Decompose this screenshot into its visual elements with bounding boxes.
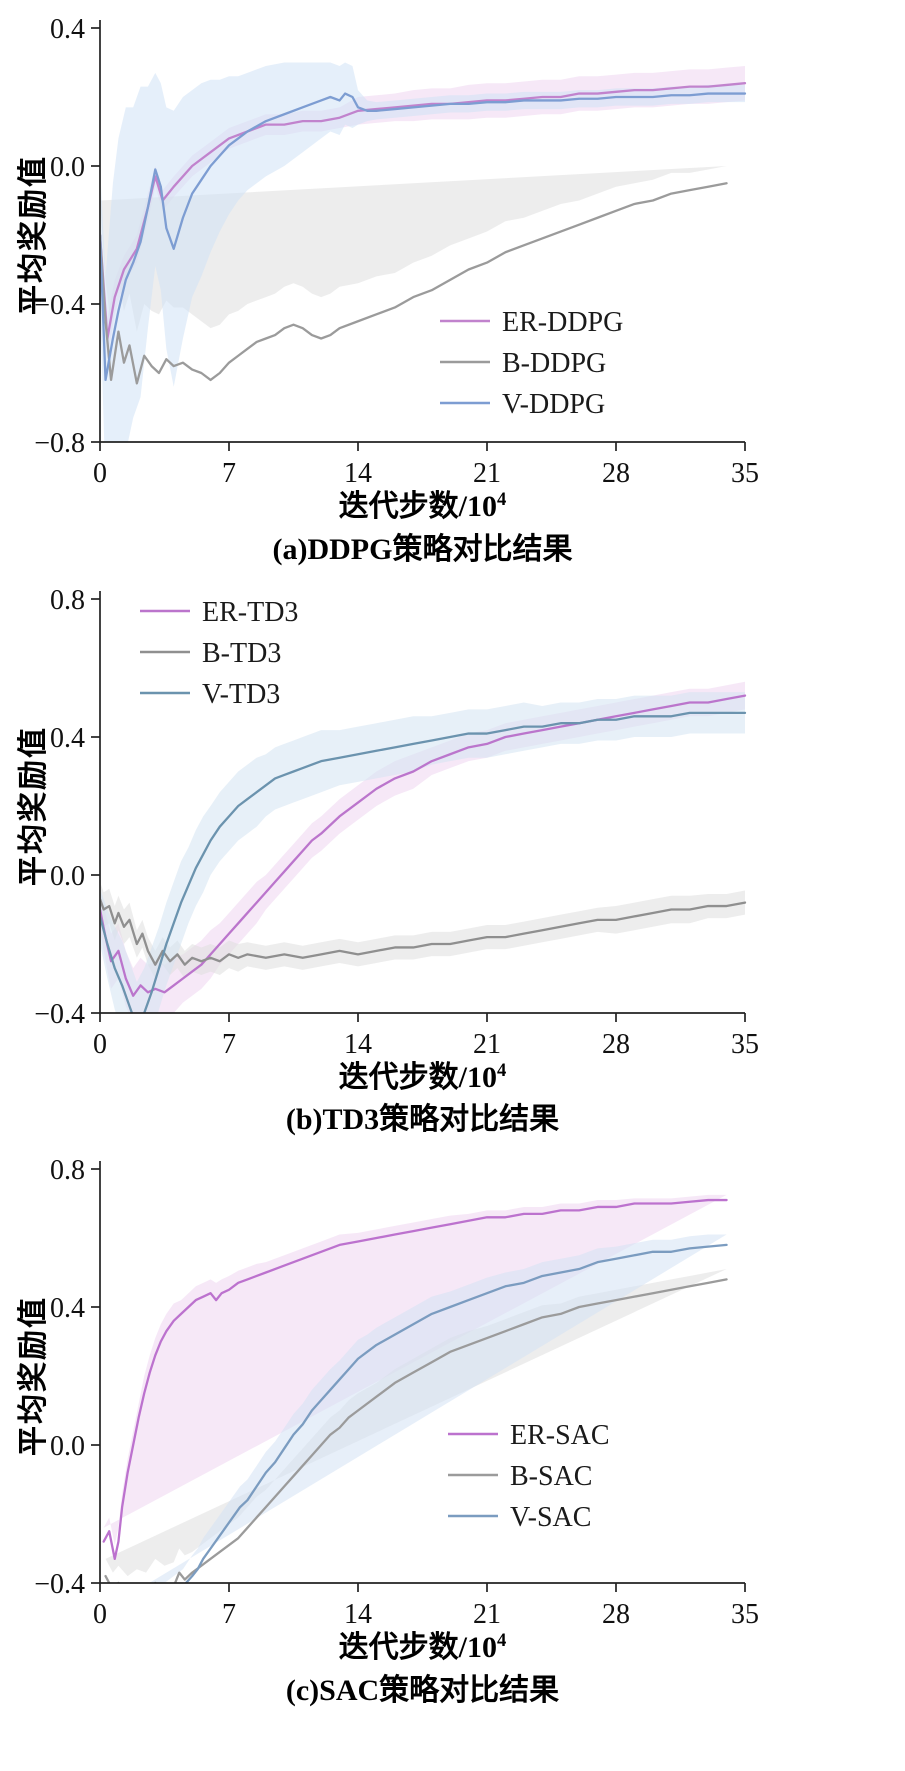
y-tick-label: 0.0 xyxy=(50,1431,85,1462)
axes xyxy=(91,1161,746,1592)
figure-td3: 0.8 0.4 0.0 −0.4 0 7 14 21 28 35 ER-TD3 B-TD3 V-TD3 … xyxy=(0,581,905,1140)
b-sac-band xyxy=(105,1269,727,1577)
x-tick-label: 0 xyxy=(93,1029,107,1059)
plot-area xyxy=(101,681,747,1013)
y-axis-label: 平均奖励值 xyxy=(17,155,50,315)
legend: ER-SAC B-SAC V-SAC xyxy=(448,1420,610,1533)
v-ddpg-band xyxy=(101,62,745,442)
x-tick-label: 7 xyxy=(222,1029,236,1059)
x-tick-label: 0 xyxy=(93,1599,107,1629)
v-td3-line xyxy=(101,711,747,1013)
er-sac-line xyxy=(102,1198,728,1561)
b-ddpg-band xyxy=(101,166,727,332)
y-tick-label: −0.4 xyxy=(34,999,85,1030)
x-tick-label: 21 xyxy=(473,458,501,488)
x-axis-label: 迭代步数/104 xyxy=(0,1629,845,1667)
x-axis-label-exponent: 4 xyxy=(497,1630,507,1651)
y-tick-label: 0.4 xyxy=(50,14,85,45)
x-axis-label-text: 迭代步数/10 xyxy=(338,490,498,523)
x-tick-label: 28 xyxy=(602,1599,630,1629)
x-tick-label: 35 xyxy=(731,1029,759,1059)
x-tick-label: 21 xyxy=(473,1029,501,1059)
v-ddpg-line xyxy=(101,92,747,382)
b-sac-line xyxy=(104,1278,728,1583)
sac-chart-canvas: 0.8 0.4 0.0 −0.4 0 7 14 21 28 35 ER-SAC B-SAC V-SAC xyxy=(34,1155,759,1629)
chart-area-sac: 0.8 0.4 0.0 −0.4 0 7 14 21 28 35 ER-SAC B-SAC V-SAC … xyxy=(0,1151,905,1629)
legend: ER-TD3 B-TD3 V-TD3 xyxy=(140,597,298,710)
legend-label-b-ddpg: B-DDPG xyxy=(502,348,606,379)
x-axis-label-exponent: 4 xyxy=(497,1059,507,1081)
legend-label-v-td3: V-TD3 xyxy=(202,679,280,710)
legend-label-b-td3: B-TD3 xyxy=(202,638,281,669)
y-tick-label: −0.4 xyxy=(34,290,85,321)
axes xyxy=(91,20,746,451)
legend-label-er-sac: ER-SAC xyxy=(510,1420,610,1451)
x-tick-label: 14 xyxy=(344,1029,372,1059)
ddpg-chart-canvas: 0.4 0.0 −0.4 −0.8 0 7 14 21 28 35 ER-DDPG B-DDPG V-D… xyxy=(34,14,759,488)
x-tick-label: 7 xyxy=(222,458,236,488)
y-tick-label: −0.8 xyxy=(34,428,85,459)
x-tick-label: 14 xyxy=(344,458,372,488)
x-axis-label-text: 迭代步数/10 xyxy=(338,1631,498,1664)
y-tick-label: 0.4 xyxy=(50,1293,85,1324)
legend: ER-DDPG B-DDPG V-DDPG xyxy=(440,307,623,420)
er-sac-band xyxy=(103,1194,727,1546)
axes xyxy=(91,590,746,1022)
legend-label-v-ddpg: V-DDPG xyxy=(502,389,605,420)
figure-caption-b: (b)TD3策略对比结果 xyxy=(285,1103,560,1136)
x-tick-label: 28 xyxy=(602,1029,630,1059)
b-td3-band xyxy=(101,884,745,978)
x-axis-label: 迭代步数/104 xyxy=(0,488,845,526)
y-tick-label: 0.8 xyxy=(50,1155,85,1186)
x-axis-label-text: 迭代步数/10 xyxy=(338,1060,498,1094)
y-tick-label: −0.4 xyxy=(34,1569,85,1600)
x-tick-label: 14 xyxy=(344,1599,372,1629)
v-td3-band xyxy=(101,691,745,1013)
y-tick-label: 0.0 xyxy=(50,861,85,892)
plot-area xyxy=(102,1194,728,1583)
y-tick-label: 0.0 xyxy=(50,152,85,183)
x-tick-label: 35 xyxy=(731,1599,759,1629)
td3-chart-canvas: 0.8 0.4 0.0 −0.4 0 7 14 21 28 35 ER-TD3 B-TD3 V-TD3 xyxy=(34,585,759,1059)
b-ddpg-line xyxy=(101,182,728,385)
legend-label-er-ddpg: ER-DDPG xyxy=(502,307,623,338)
x-tick-label: 7 xyxy=(222,1599,236,1629)
figure-sac: 0.8 0.4 0.0 −0.4 0 7 14 21 28 35 ER-SAC B-SAC V-SAC … xyxy=(0,1151,905,1710)
x-axis-label: 迭代步数/104 xyxy=(0,1059,845,1097)
legend-label-v-sac: V-SAC xyxy=(510,1502,591,1533)
x-tick-label: 35 xyxy=(731,458,759,488)
x-tick-label: 0 xyxy=(93,458,107,488)
legend-label-b-sac: B-SAC xyxy=(510,1461,592,1492)
x-axis-label-exponent: 4 xyxy=(497,489,507,510)
x-tick-label: 28 xyxy=(602,458,630,488)
legend-label-er-td3: ER-TD3 xyxy=(202,597,298,628)
y-tick-label: 0.4 xyxy=(50,723,85,754)
figure-caption-a: (a)DDPG策略对比结果 xyxy=(272,532,573,566)
figure-caption-c: (c)SAC策略对比结果 xyxy=(285,1673,560,1707)
plot-area xyxy=(101,62,747,442)
y-axis-label: 平均奖励值 xyxy=(17,725,50,886)
chart-area-ddpg: 0.4 0.0 −0.4 −0.8 0 7 14 21 28 35 ER-DDPG B-DDPG V-D… xyxy=(0,10,905,488)
y-tick-label: 0.8 xyxy=(50,585,85,616)
er-ddpg-line xyxy=(101,82,747,340)
chart-area-td3: 0.8 0.4 0.0 −0.4 0 7 14 21 28 35 ER-TD3 B-TD3 V-TD3 … xyxy=(0,581,905,1059)
figure-ddpg: 0.4 0.0 −0.4 −0.8 0 7 14 21 28 35 ER-DDPG B-DDPG V-D… xyxy=(0,10,905,569)
x-tick-label: 21 xyxy=(473,1599,501,1629)
v-sac-line xyxy=(184,1243,728,1583)
b-td3-line xyxy=(101,898,747,966)
y-axis-label: 平均奖励值 xyxy=(17,1296,50,1456)
